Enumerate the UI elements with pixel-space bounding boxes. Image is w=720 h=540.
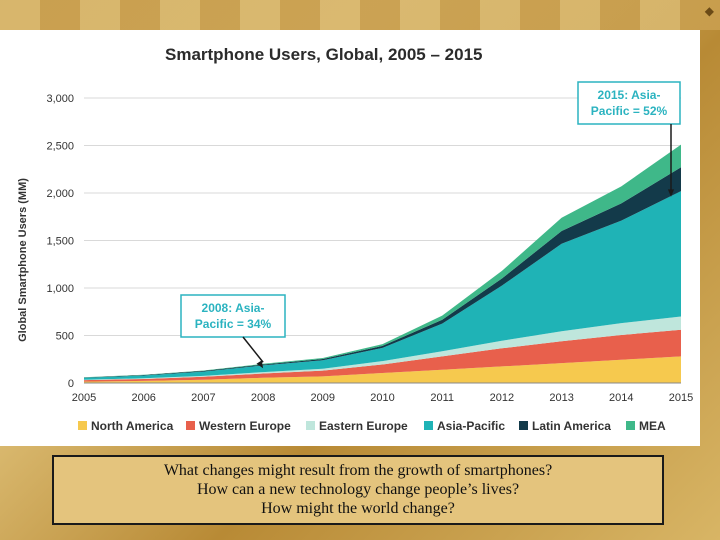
annotation-line-2: Pacific = 34% (195, 317, 272, 331)
annotation-arrowhead (256, 360, 264, 369)
annotation-arrowhead (667, 189, 675, 197)
legend-label: North America (91, 419, 174, 433)
chart-panel: Smartphone Users, Global, 2005 – 2015 Gl… (0, 30, 700, 446)
annotation-line-1: 2015: Asia- (598, 88, 661, 102)
corner-ornament-icon: ◆ (704, 4, 714, 18)
decorative-stamp-strip (0, 0, 720, 30)
discussion-questions-box: What changes might result from the growt… (52, 455, 664, 525)
area-series-asia-pacific (84, 191, 681, 380)
legend-label: MEA (639, 419, 666, 433)
legend-label: Western Europe (199, 419, 291, 433)
x-tick-label: 2015 (669, 392, 693, 404)
y-tick-label: 500 (56, 331, 74, 343)
x-tick-label: 2013 (549, 392, 573, 404)
y-tick-label: 2,000 (46, 188, 74, 200)
x-tick-label: 2012 (490, 392, 514, 404)
axis-ticks: 0 500 1,000 1,500 2,000 2,500 3,000 2005 2006 200… (46, 93, 693, 404)
y-tick-label: 1,000 (46, 283, 74, 295)
x-tick-label: 2008 (251, 392, 275, 404)
area-series-western-europe (84, 329, 681, 382)
y-tick-label: 1,500 (46, 236, 74, 248)
x-tick-label: 2006 (131, 392, 155, 404)
area-series (84, 144, 681, 383)
legend-swatch (186, 421, 195, 430)
chart-title: Smartphone Users, Global, 2005 – 2015 (165, 45, 482, 64)
legend-label: Asia-Pacific (437, 419, 505, 433)
y-tick-label: 3,000 (46, 93, 74, 105)
y-axis-label: Global Smartphone Users (MM) (17, 178, 29, 342)
legend-swatch (626, 421, 635, 430)
area-series-north-america (84, 356, 681, 383)
question-line-1: What changes might result from the growt… (163, 462, 553, 479)
annotation-line-1: 2008: Asia- (202, 301, 265, 315)
x-tick-label: 2010 (370, 392, 394, 404)
x-tick-label: 2007 (191, 392, 215, 404)
stacked-area-chart: Smartphone Users, Global, 2005 – 2015 Gl… (17, 45, 693, 433)
annotation-box (180, 294, 286, 338)
annotation-box (577, 81, 681, 125)
annotation-arrow (242, 336, 264, 363)
legend-swatch (424, 421, 433, 430)
legend: North America Western Europe Eastern Europ… (78, 419, 666, 433)
legend-swatch (519, 421, 528, 430)
question-line-2: How can a new technology change people’s… (196, 481, 520, 498)
legend-swatch (306, 421, 315, 430)
x-tick-label: 2014 (609, 392, 633, 404)
annotation-line-2: Pacific = 52% (591, 104, 668, 118)
legend-label: Latin America (532, 419, 611, 433)
legend-swatch (78, 421, 87, 430)
question-line-3: How might the world change? (261, 500, 455, 517)
y-tick-label: 2,500 (46, 141, 74, 153)
x-tick-label: 2009 (311, 392, 335, 404)
annotations: 2015: Asia- Pacific = 52% 2008: Asia- Pacif… (180, 81, 681, 369)
y-tick-label: 0 (68, 378, 74, 390)
legend-label: Eastern Europe (319, 419, 408, 433)
x-tick-label: 2011 (430, 392, 454, 404)
x-tick-label: 2005 (72, 392, 96, 404)
